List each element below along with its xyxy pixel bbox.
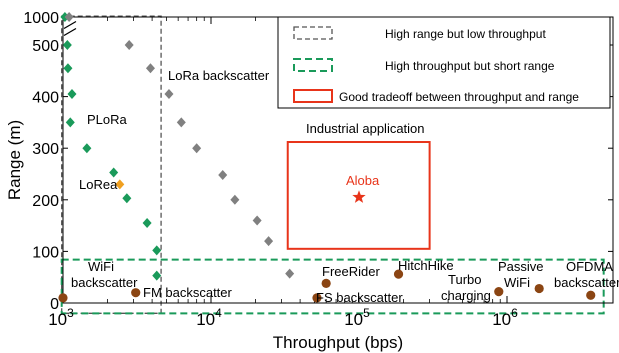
point-other-backscatter-systems [586,290,596,300]
point-other-backscatter-systems [131,288,141,298]
point-label: FS backscatter [316,290,403,305]
axis-break-mark [63,20,77,30]
y-tick-label: 200 [32,193,59,210]
point-lora-backscatter [64,12,74,22]
point-label: HitchHike [398,258,454,273]
point-label: PLoRa [87,112,128,127]
legend-swatch-dashed-green [293,58,333,72]
x-axis-label: Throughput (bps) [273,333,403,352]
point-lora-backscatter [176,117,186,128]
y-tick-label: 500 [32,38,59,55]
region-high-range-low-throughput [61,15,162,314]
point-other-backscatter-systems [312,293,322,303]
point-label: Aloba [346,173,380,188]
y-tick-label: 300 [32,141,59,158]
legend-label: High throughput but short range [385,59,555,73]
point-plora [63,63,73,74]
point-other-backscatter-systems [58,293,68,303]
point-label: WiFi [88,259,114,274]
legend: High range but low throughput High throug… [277,16,611,109]
point-lora-backscatter [192,143,202,154]
region-good-tradeoff [286,141,431,250]
point-lora-backscatter [145,63,155,74]
point-plora [142,218,152,229]
point-plora [122,193,132,204]
point-lora-backscatter [164,89,174,100]
y-tick-label: 0 [50,296,59,313]
legend-label: Good tradeoff between throughput and ran… [339,90,579,104]
point-other-backscatter-systems [494,287,504,297]
point-label: FreeRider [322,264,380,279]
point-plora [109,167,119,178]
point-plora [152,245,162,256]
point-label: backscatter [71,275,138,290]
point-label: charging [441,288,491,303]
legend-box [277,16,611,109]
y-tick-label: 1000 [23,10,59,27]
point-label: OFDMA [566,259,613,274]
legend-swatch-dashed-black [293,26,333,40]
point-label: Turbo [448,272,481,287]
point-label: LoRa backscatter [168,68,270,83]
legend-label: High range but low throughput [385,27,546,41]
point-lora-backscatter [264,236,274,247]
y-tick-label: 100 [32,244,59,261]
x-tick-label: 104 [196,306,222,329]
region-high-throughput-short-range [60,258,605,315]
point-plora [62,40,72,50]
point-lorea [115,179,125,190]
point-plora [152,270,162,281]
y-tick-label: 400 [32,90,59,107]
point-label: WiFi [504,275,530,290]
x-tick-label: 105 [344,306,370,329]
x-tick-label: 106 [492,306,518,329]
point-label: LoRea [79,177,118,192]
point-aloba [352,190,366,203]
axis-break-mark [63,27,77,37]
x-tick-label: 103 [48,306,74,329]
point-plora [65,117,75,128]
point-plora [67,89,77,100]
points-layer [58,12,596,303]
point-lora-backscatter [252,215,262,226]
annotation-label: Industrial application [306,121,425,136]
point-label: backscatter [554,275,619,290]
point-plora [82,143,92,154]
point-other-backscatter-systems [393,269,404,279]
point-label: Passive [498,259,544,274]
regions-layer [60,15,605,315]
point-lora-backscatter [124,40,134,50]
point-label: FM backscatter [143,285,233,300]
y-axis-label: Range (m) [5,120,24,200]
point-lora-backscatter [230,194,240,205]
point-other-backscatter-systems [321,278,331,288]
point-other-backscatter-systems [534,283,544,294]
legend-swatch-solid-red [293,89,333,103]
point-lora-backscatter [285,268,295,279]
point-lora-backscatter [218,170,228,181]
